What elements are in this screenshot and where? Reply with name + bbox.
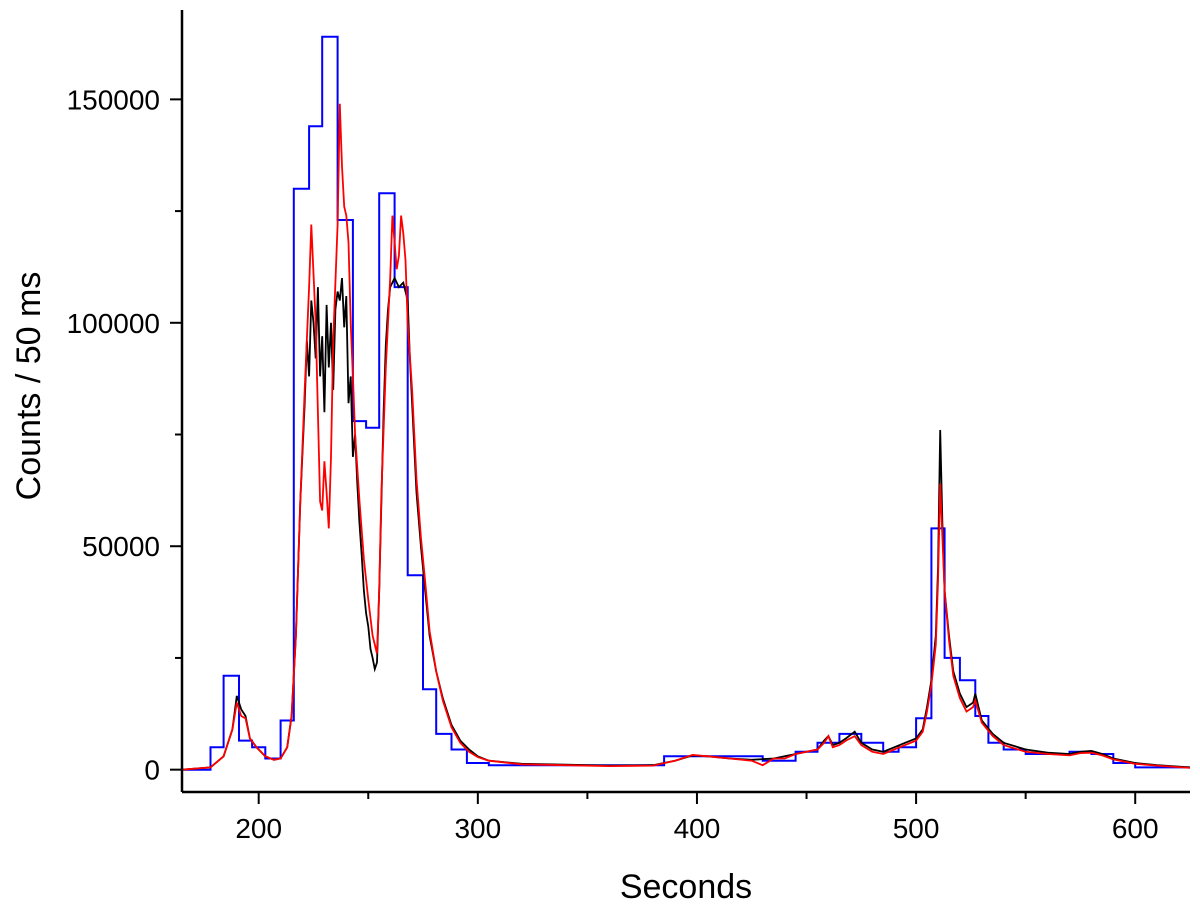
y-axis-title: Counts / 50 ms [10, 272, 48, 501]
y-tick-label: 100000 [67, 308, 160, 339]
y-tick-label: 50000 [82, 531, 160, 562]
blue-histogram-series [182, 35, 1190, 771]
red-lightcurve-series [181, 103, 1191, 771]
series-layer [181, 35, 1191, 771]
x-axis-title: Seconds [620, 868, 752, 906]
x-tick-label: 300 [454, 813, 501, 844]
y-tick-label: 0 [144, 755, 160, 786]
x-tick-label: 400 [674, 813, 721, 844]
y-tick-label: 150000 [67, 84, 160, 115]
axes-layer: 200 300 400 500 600 0 50000 100000 150000 [67, 10, 1190, 844]
x-tick-label: 600 [1112, 813, 1159, 844]
x-tick-label: 500 [893, 813, 940, 844]
x-tick-label: 200 [235, 813, 282, 844]
